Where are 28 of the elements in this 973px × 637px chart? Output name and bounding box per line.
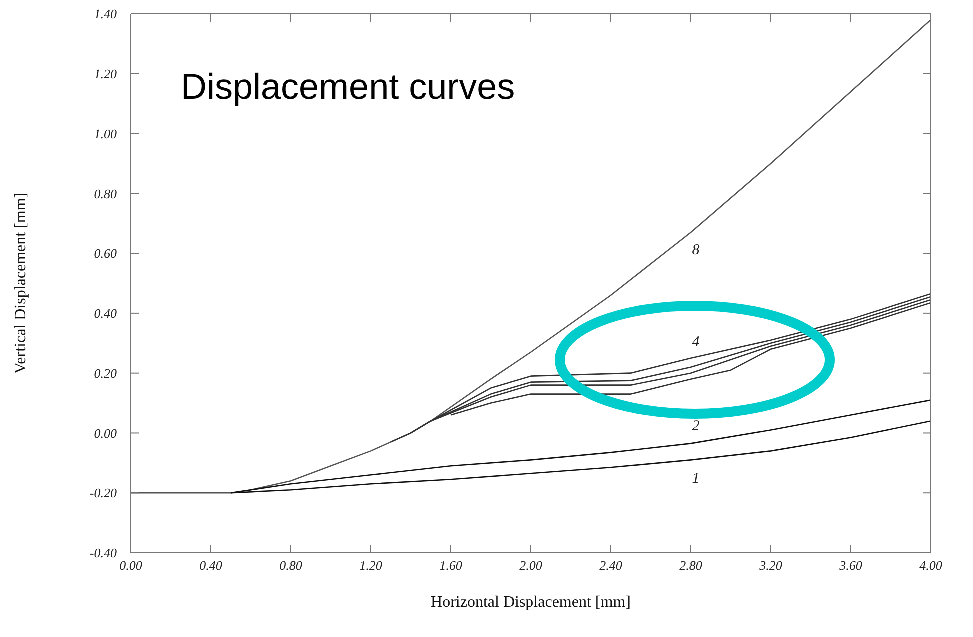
x-tick-label: 2.80: [680, 558, 703, 574]
y-tick-label: 1.20: [94, 66, 118, 82]
text: Displacement curves: [181, 66, 516, 108]
y-tick-label: 0.20: [94, 366, 118, 381]
y-tick-label: 0.00: [94, 426, 118, 441]
y-tick-label: 0.80: [94, 186, 118, 202]
y-tick-label: -0.20: [90, 486, 118, 501]
y-axis-title: Vertical Displacement [mm]: [12, 192, 30, 374]
y-tick-label: 1.40: [94, 6, 118, 22]
x-tick-label: 0.40: [200, 558, 223, 574]
series-label: 2: [692, 418, 700, 435]
x-axis-title: Horizontal Displacement [mm]: [431, 594, 631, 611]
y-tick-label: 0.40: [94, 306, 118, 322]
x-tick-label: 3.20: [758, 558, 783, 574]
x-tick-label: 3.60: [838, 558, 863, 574]
y-tick-label: 1.00: [94, 126, 118, 142]
series-label: 8: [692, 242, 700, 259]
x-tick-label: 2.00: [520, 558, 543, 574]
y-tick-label: -0.40: [90, 546, 118, 561]
x-tick-label: 0.80: [280, 558, 303, 574]
series-label: 1: [692, 471, 700, 488]
x-tick-label: 0.00: [120, 558, 143, 574]
x-tick-label: 1.60: [440, 558, 463, 574]
series-label: 4: [692, 334, 700, 350]
x-tick-label: 1.20: [360, 558, 383, 574]
y-tick-label: 0.60: [94, 246, 118, 262]
x-tick-label: 4.00: [920, 558, 943, 574]
x-tick-label: 2.40: [600, 558, 623, 574]
